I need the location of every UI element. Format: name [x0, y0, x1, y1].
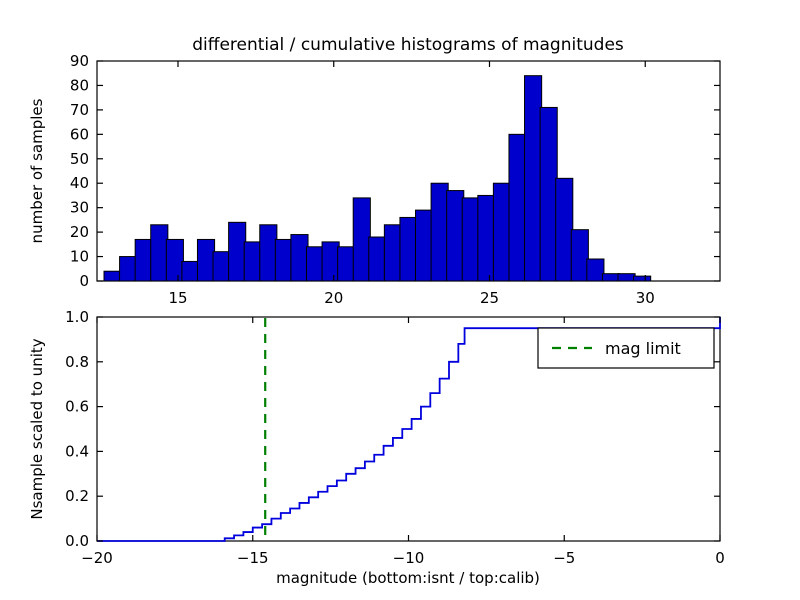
histogram-bar: [399, 216, 418, 282]
histogram-bar: [259, 224, 278, 282]
histogram-bar: [150, 224, 169, 282]
histogram-bar: [165, 238, 184, 282]
x-axis-label: magnitude (bottom:isnt / top:calib): [276, 569, 540, 587]
y-tick-label: 60: [70, 125, 89, 143]
y-tick-label: 30: [70, 199, 89, 217]
histogram-bar: [243, 241, 262, 282]
histogram-bar: [368, 236, 387, 282]
x-tick-label: 30: [636, 289, 655, 307]
top-panel: differential / cumulative histograms of …: [28, 35, 721, 307]
histogram-bar: [508, 133, 527, 282]
histogram-bar: [477, 194, 496, 282]
histogram-bar: [103, 270, 122, 282]
top-y-axis-label: number of samples: [28, 98, 46, 243]
histogram-bar: [352, 197, 371, 282]
y-tick-label: 80: [70, 76, 89, 94]
x-tick-label: −5: [553, 549, 575, 567]
histogram-bar: [586, 258, 605, 282]
histogram-bar: [617, 273, 636, 282]
histogram-bar: [570, 229, 589, 282]
y-tick-label: 50: [70, 150, 89, 168]
histogram-bar: [492, 182, 512, 282]
y-tick-label: 1.0: [65, 308, 89, 326]
histogram-bar: [290, 234, 309, 282]
histogram-bar: [601, 273, 621, 282]
bottom-x-axis-ticks: −20 −15 −10 −5 0: [81, 317, 725, 567]
histogram-bar: [461, 197, 480, 282]
y-tick-label: 70: [70, 101, 89, 119]
x-tick-label: 15: [168, 289, 187, 307]
histogram-bar: [555, 177, 574, 282]
histogram-bar: [633, 275, 652, 282]
histogram-bar: [196, 238, 216, 282]
y-tick-label: 0: [79, 272, 89, 290]
bottom-y-axis-label: Nsample scaled to unity: [28, 338, 46, 519]
histogram-bar: [274, 238, 293, 282]
x-tick-label: 20: [324, 289, 343, 307]
histogram-bar: [430, 182, 449, 282]
histogram-bar: [383, 224, 402, 282]
histogram-bar: [181, 260, 200, 282]
x-tick-label: 0: [715, 549, 725, 567]
histogram-bar: [212, 251, 231, 282]
y-tick-label: 10: [70, 248, 89, 266]
x-tick-label: −20: [81, 549, 113, 567]
histogram-bar: [305, 246, 325, 282]
histogram-bar: [321, 241, 340, 282]
cumulative-curve: [97, 317, 721, 542]
histogram-bar: [228, 221, 247, 282]
histogram-bar: [119, 256, 138, 282]
y-tick-label: 20: [70, 223, 89, 241]
y-tick-label: 0.2: [65, 487, 89, 505]
histogram-bar: [446, 190, 465, 282]
bottom-y-axis-ticks: 0.0 0.2 0.4 0.6 0.8 1.0: [65, 308, 720, 550]
histogram-bars: [103, 75, 652, 282]
legend-frame: [537, 327, 715, 369]
y-tick-label: 0.0: [65, 532, 89, 550]
cumulative-step-line: [97, 317, 721, 542]
histogram-bar: [415, 209, 434, 282]
y-tick-label: 40: [70, 174, 89, 192]
x-tick-label: 25: [480, 289, 499, 307]
y-tick-label: 0.4: [65, 442, 89, 460]
y-tick-label: 0.6: [65, 398, 89, 416]
histogram-bar: [524, 75, 543, 282]
y-tick-label: 0.8: [65, 353, 89, 371]
x-tick-label: −10: [393, 549, 425, 567]
y-tick-label: 90: [70, 52, 89, 70]
top-y-axis-ticks: 0 10 20 30 40 50 60 70 80 90: [70, 52, 720, 290]
legend-entry-label: mag limit: [605, 339, 681, 358]
chart-title: differential / cumulative histograms of …: [192, 35, 624, 55]
histogram-bar: [337, 246, 356, 282]
x-tick-label: −15: [237, 549, 269, 567]
top-x-axis-ticks: 15 20 25 30: [168, 61, 655, 307]
bottom-panel: 0.0 0.2 0.4 0.6 0.8 1.0 −20 −15 −10 −5 0 Nsample …: [28, 308, 725, 587]
histogram-bar: [134, 238, 153, 282]
histogram-bar: [539, 106, 558, 282]
legend[interactable]: mag limit: [537, 327, 715, 369]
